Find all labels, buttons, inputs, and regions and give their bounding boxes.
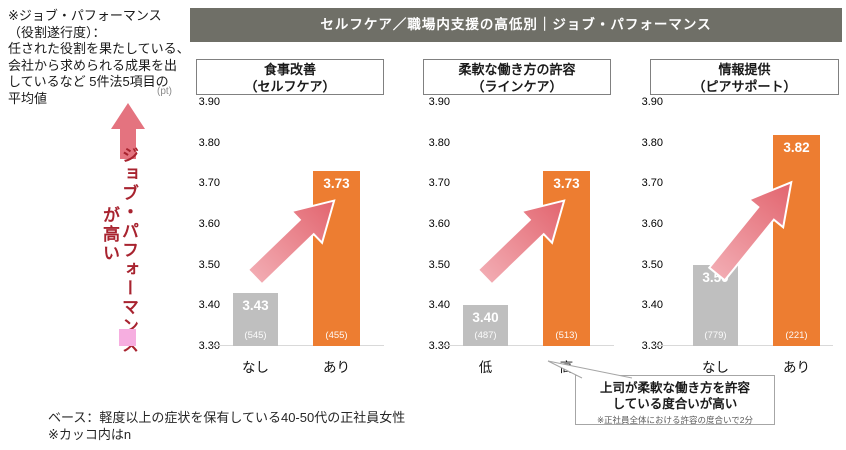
bar-value-label: 3.73: [553, 176, 580, 192]
chart1-title: 食事改善: [263, 62, 316, 77]
bar-n-label: (487): [474, 330, 497, 341]
y-axis-tick: 3.90: [428, 96, 450, 108]
chart3-subtitle: （ピアサポート）: [692, 79, 797, 94]
x-axis-line: [655, 345, 833, 346]
increase-arrow-icon: [246, 199, 336, 286]
y-axis-tick: 3.50: [641, 258, 663, 271]
chart-diet-improvement: 3.90 3.80 3.70 3.60 3.50 3.40 3.30 3.43 …: [190, 90, 405, 390]
chart-title-banner: セルフケア／職場内支援の高低別｜ジョブ・パフォーマンス: [190, 8, 842, 42]
bar-high-group: 3.82 (221): [773, 134, 820, 346]
chart-flexible-work: 3.90 3.80 3.70 3.60 3.50 3.40 3.30 3.40 …: [420, 90, 635, 390]
x-axis-line: [442, 345, 614, 346]
increase-arrow-icon: [476, 199, 566, 286]
x-axis-label: なし: [702, 360, 729, 375]
y-axis-tick: 3.60: [428, 218, 450, 230]
bar-high-group: 3.73 (455): [313, 171, 360, 346]
y-axis-tick: 3.70: [198, 177, 220, 190]
parentheses-note: ※カッコ内はn: [48, 427, 132, 442]
y-axis-tick: 3.60: [641, 218, 663, 230]
x-axis-label: あり: [783, 360, 810, 375]
callout-text-line2: している度合いが高い: [612, 397, 738, 411]
job-performance-definition-note: ※ジョブ・パフォーマンス （役割遂行度）： 任された役割を果たしている、 会社か…: [8, 8, 190, 106]
y-axis-tick: 3.80: [198, 136, 220, 149]
bar-n-label: (221): [785, 330, 808, 341]
pink-square-marker: [119, 329, 136, 346]
chart2-title: 柔軟な働き方の許容: [458, 62, 576, 77]
chart3-title-box: 情報提供 （ピアサポート）: [650, 59, 839, 95]
bar-low-group: 3.40 (487): [463, 305, 508, 346]
y-axis-tick: 3.50: [198, 258, 220, 271]
y-axis-tick: 3.50: [428, 258, 450, 271]
y-axis-tick: 3.40: [198, 299, 220, 312]
chart-information-provision: 3.90 3.80 3.70 3.60 3.50 3.40 3.30 3.50 …: [633, 90, 846, 390]
y-axis-tick: 3.70: [641, 177, 663, 190]
y-axis-tick: 3.30: [198, 340, 220, 352]
bar-n-label: (545): [244, 330, 267, 341]
bar-n-label: (455): [325, 330, 348, 341]
base-description: ベース：軽度以上の症状を保有している40-50代の正社員女性: [48, 410, 406, 425]
chart3-title: 情報提供: [718, 62, 771, 77]
y-axis-tick: 3.60: [198, 218, 220, 230]
vertical-axis-label-sub: が高い: [100, 206, 119, 263]
y-axis-tick: 3.80: [641, 136, 663, 149]
y-axis-tick: 3.30: [428, 340, 450, 352]
bar-n-label: (779): [704, 330, 727, 341]
x-axis-label: なし: [242, 360, 269, 375]
chart1-title-box: 食事改善 （セルフケア）: [196, 59, 384, 95]
bar-value-label: 3.43: [242, 298, 269, 314]
callout-note: ※正社員全体における許容の度合いで2分: [596, 415, 754, 425]
bar-low-group: 3.43 (545): [233, 293, 278, 346]
bar-value-label: 3.82: [783, 139, 810, 155]
chart2-subtitle: （ラインケア）: [471, 79, 563, 94]
increase-arrow-icon: [707, 180, 793, 282]
bar-value-label: 3.73: [323, 176, 350, 192]
bar-value-label: 3.40: [472, 310, 499, 326]
chart1-subtitle: （セルフケア）: [244, 79, 336, 94]
y-axis-tick: 3.70: [428, 177, 450, 190]
axis-unit-label: (pt): [157, 86, 172, 97]
callout-pointer: [547, 360, 633, 379]
y-axis-tick: 3.80: [428, 136, 450, 149]
callout-text-line1: 上司が柔軟な働き方を許容: [599, 381, 750, 395]
vertical-axis-label-main: ジョブ・パフォーマンス: [119, 146, 138, 355]
y-axis-tick: 3.40: [641, 299, 663, 312]
bar-n-label: (513): [555, 330, 578, 341]
y-axis-tick: 3.30: [641, 340, 663, 352]
x-axis-label: あり: [323, 360, 350, 375]
chart2-title-box: 柔軟な働き方の許容 （ラインケア）: [423, 59, 611, 95]
callout-box: 上司が柔軟な働き方を許容 している度合いが高い ※正社員全体における許容の度合い…: [575, 375, 775, 425]
x-axis-label: 低: [478, 360, 493, 375]
bar-low-group: 3.50 (779): [693, 264, 738, 346]
y-axis-tick: 3.40: [428, 299, 450, 312]
x-axis-line: [212, 345, 384, 346]
y-axis-tick: 3.90: [198, 96, 220, 108]
y-axis-tick: 3.90: [641, 96, 663, 108]
bar-high-group: 3.73 (513): [543, 171, 590, 346]
up-arrow-icon: [111, 103, 145, 159]
